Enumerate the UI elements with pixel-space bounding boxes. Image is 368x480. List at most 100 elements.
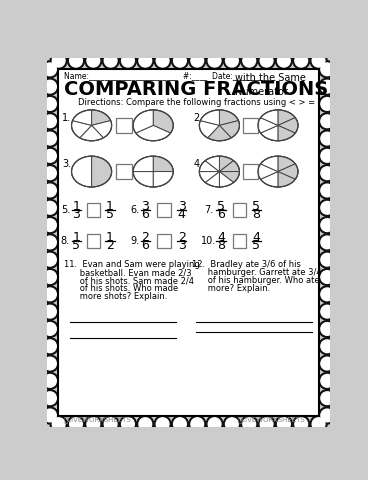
Circle shape [321, 184, 333, 197]
Polygon shape [72, 156, 92, 187]
Text: 5.: 5. [61, 205, 70, 215]
Circle shape [321, 149, 333, 162]
Circle shape [310, 52, 327, 69]
Polygon shape [261, 110, 278, 125]
Circle shape [42, 130, 59, 147]
Circle shape [42, 321, 59, 337]
FancyBboxPatch shape [158, 203, 170, 217]
Circle shape [319, 165, 336, 181]
Circle shape [223, 416, 240, 432]
Text: more shots? Explain.: more shots? Explain. [64, 292, 167, 301]
Text: 3: 3 [178, 200, 185, 213]
Circle shape [44, 392, 56, 405]
Polygon shape [208, 125, 231, 141]
Text: 6.: 6. [130, 205, 139, 215]
Ellipse shape [258, 110, 298, 141]
Circle shape [174, 54, 186, 67]
Circle shape [42, 113, 59, 130]
Text: 5: 5 [106, 208, 114, 221]
Circle shape [321, 271, 333, 283]
Ellipse shape [71, 156, 112, 187]
Circle shape [42, 234, 59, 251]
Circle shape [137, 52, 154, 69]
Circle shape [321, 392, 333, 405]
Polygon shape [72, 110, 92, 125]
Polygon shape [278, 156, 295, 171]
Text: 6: 6 [217, 208, 225, 221]
Text: basketball. Evan made 2/3: basketball. Evan made 2/3 [64, 268, 191, 277]
Circle shape [121, 54, 134, 67]
Circle shape [208, 54, 221, 67]
Circle shape [319, 407, 336, 424]
FancyBboxPatch shape [243, 118, 258, 133]
Circle shape [321, 340, 333, 353]
Polygon shape [133, 171, 153, 187]
Circle shape [44, 305, 56, 318]
Circle shape [42, 216, 59, 234]
Polygon shape [92, 156, 112, 187]
Circle shape [42, 96, 59, 112]
Text: 4: 4 [217, 230, 225, 243]
FancyBboxPatch shape [116, 118, 132, 133]
Text: 3: 3 [178, 239, 185, 252]
Circle shape [42, 61, 59, 78]
Circle shape [319, 268, 336, 286]
Polygon shape [153, 171, 173, 187]
Circle shape [319, 147, 336, 164]
Circle shape [171, 52, 188, 69]
Circle shape [44, 80, 56, 93]
Text: of his shots. Who made: of his shots. Who made [64, 284, 178, 293]
Circle shape [191, 54, 204, 67]
Circle shape [42, 199, 59, 216]
Circle shape [243, 418, 256, 431]
Circle shape [174, 418, 186, 431]
FancyBboxPatch shape [86, 234, 100, 248]
FancyBboxPatch shape [59, 69, 319, 416]
Circle shape [42, 355, 59, 372]
Circle shape [321, 97, 333, 110]
Text: 3: 3 [142, 200, 149, 213]
Text: more? Explain.: more? Explain. [192, 284, 270, 293]
Polygon shape [136, 125, 170, 141]
Ellipse shape [133, 110, 173, 141]
Polygon shape [92, 110, 111, 125]
Circle shape [321, 219, 333, 231]
Text: 1.: 1. [62, 113, 71, 123]
Circle shape [241, 52, 258, 69]
FancyBboxPatch shape [116, 164, 132, 179]
Circle shape [50, 416, 67, 432]
Text: 6: 6 [142, 208, 149, 221]
Circle shape [156, 54, 169, 67]
Circle shape [319, 130, 336, 147]
Circle shape [44, 288, 56, 300]
Circle shape [226, 54, 238, 67]
Circle shape [312, 54, 325, 67]
Circle shape [67, 52, 85, 69]
Circle shape [258, 416, 275, 432]
Circle shape [321, 305, 333, 318]
Circle shape [44, 323, 56, 336]
Circle shape [42, 182, 59, 199]
Circle shape [44, 271, 56, 283]
Circle shape [52, 418, 65, 431]
Circle shape [85, 52, 102, 69]
Circle shape [44, 149, 56, 162]
Text: ⓁLIVEWORKSHEETS: ⓁLIVEWORKSHEETS [238, 416, 306, 423]
Circle shape [293, 416, 310, 432]
FancyBboxPatch shape [59, 69, 319, 416]
Polygon shape [219, 171, 234, 187]
Circle shape [104, 418, 117, 431]
Ellipse shape [71, 110, 112, 141]
Polygon shape [205, 156, 219, 171]
Circle shape [44, 409, 56, 422]
Circle shape [44, 219, 56, 231]
Text: 5: 5 [252, 200, 260, 213]
Circle shape [154, 416, 171, 432]
Polygon shape [153, 156, 173, 171]
Circle shape [171, 416, 188, 432]
Polygon shape [219, 171, 240, 182]
Circle shape [319, 96, 336, 112]
Circle shape [312, 418, 325, 431]
Circle shape [191, 418, 204, 431]
Circle shape [42, 338, 59, 355]
